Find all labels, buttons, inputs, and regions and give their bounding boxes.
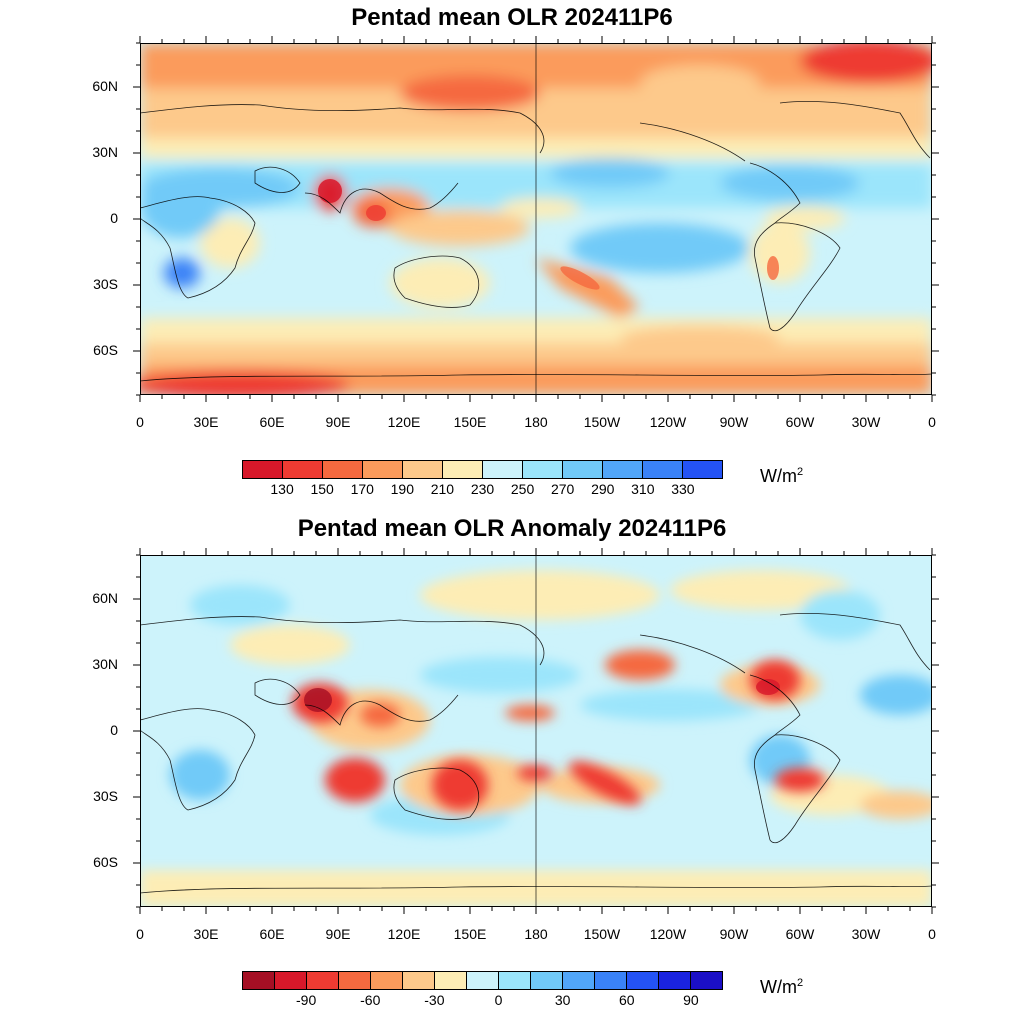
colorbar-tick-label: 230 bbox=[470, 481, 495, 497]
colorbar-tick-label: 30 bbox=[554, 992, 571, 1008]
map1-lon-label: 0 bbox=[136, 414, 144, 430]
colorbar-swatch bbox=[275, 972, 307, 989]
map1-lon-label: 150W bbox=[583, 414, 621, 430]
map2-lon-label: 0 bbox=[136, 926, 144, 942]
map2-lat-label: 30N bbox=[92, 656, 118, 672]
colorbar-swatch bbox=[339, 972, 371, 989]
map1-lon-label: 180 bbox=[524, 414, 548, 430]
map2-lon-label: 150E bbox=[453, 926, 487, 942]
colorbar-swatch bbox=[403, 461, 443, 478]
colorbar-swatch bbox=[323, 461, 363, 478]
colorbar-tick-label: 270 bbox=[550, 481, 575, 497]
map2-lon-label: 30W bbox=[851, 926, 881, 942]
map1-lat-label: 30N bbox=[92, 144, 118, 160]
colorbar-swatch bbox=[531, 972, 563, 989]
colorbar-swatch bbox=[483, 461, 523, 478]
colorbar-tick-label: 90 bbox=[683, 992, 699, 1008]
map2-colorbar bbox=[242, 971, 723, 990]
colorbar-tick-label: 250 bbox=[510, 481, 535, 497]
map1-lat-label: 0 bbox=[110, 210, 118, 226]
colorbar-swatch bbox=[595, 972, 627, 989]
map1-lon-label: 150E bbox=[453, 414, 487, 430]
colorbar-swatch bbox=[691, 972, 722, 989]
map2-lon-label: 90E bbox=[325, 926, 351, 942]
map2-plot-area[interactable] bbox=[140, 555, 932, 907]
colorbar-swatch bbox=[435, 972, 467, 989]
map1-coastlines bbox=[140, 100, 932, 382]
map2-lat-label: 0 bbox=[110, 722, 118, 738]
colorbar-tick-label: 60 bbox=[619, 992, 635, 1008]
colorbar-tick-label: 130 bbox=[270, 481, 294, 497]
colorbar-swatch bbox=[467, 972, 499, 989]
colorbar-swatch bbox=[243, 461, 283, 478]
colorbar-swatch bbox=[499, 972, 531, 989]
colorbar-swatch bbox=[307, 972, 339, 989]
map1-lon-label: 90E bbox=[325, 414, 351, 430]
map1-lon-label: 30W bbox=[851, 414, 881, 430]
colorbar-tick-label: 310 bbox=[631, 481, 655, 497]
map2-lon-label: 180 bbox=[524, 926, 548, 942]
map2-lon-label: 60E bbox=[259, 926, 285, 942]
map2-lon-label: 30E bbox=[193, 926, 219, 942]
colorbar-swatch bbox=[523, 461, 563, 478]
map1-lon-label: 0 bbox=[928, 414, 936, 430]
colorbar-swatch bbox=[283, 461, 323, 478]
map1-lon-label: 90W bbox=[719, 414, 749, 430]
colorbar-swatch bbox=[243, 972, 275, 989]
map1-colorbar bbox=[242, 460, 723, 479]
map2-anomaly-field bbox=[140, 555, 932, 907]
map1-plot-area[interactable] bbox=[140, 43, 932, 395]
map2-colorbar-unit: W/m2 bbox=[760, 977, 804, 997]
map2-lon-label: 60W bbox=[785, 926, 815, 942]
colorbar-swatch bbox=[627, 972, 659, 989]
colorbar-swatch bbox=[443, 461, 483, 478]
colorbar-swatch bbox=[371, 972, 403, 989]
map1-colorbar-unit: W/m2 bbox=[760, 466, 804, 486]
map2-lon-label: 90W bbox=[719, 926, 749, 942]
map2-lon-label: 120E bbox=[387, 926, 421, 942]
map2-lon-label: 150W bbox=[583, 926, 621, 942]
map1-lon-label: 60E bbox=[259, 414, 285, 430]
map2-lat-label: 60N bbox=[92, 590, 118, 606]
map1-lon-label: 120E bbox=[387, 414, 421, 430]
colorbar-tick-label: -60 bbox=[360, 992, 381, 1008]
map1-lon-label: 120W bbox=[649, 414, 687, 430]
colorbar-tick-label: 190 bbox=[390, 481, 414, 497]
map2-lat-label: 30S bbox=[93, 788, 118, 804]
map1-lat-label: 30S bbox=[93, 276, 118, 292]
map1-lon-label: 60W bbox=[785, 414, 815, 430]
colorbar-swatch bbox=[683, 461, 722, 478]
map2-lon-label: 120W bbox=[649, 926, 687, 942]
map2-lat-label: 60S bbox=[93, 854, 118, 870]
colorbar-swatch bbox=[563, 461, 603, 478]
colorbar-tick-label: 290 bbox=[591, 481, 615, 497]
colorbar-tick-label: 170 bbox=[350, 481, 374, 497]
colorbar-swatch bbox=[659, 972, 691, 989]
map2-coastlines bbox=[140, 612, 932, 894]
colorbar-swatch bbox=[643, 461, 683, 478]
map2-title: Pentad mean OLR Anomaly 202411P6 bbox=[297, 515, 727, 542]
colorbar-swatch bbox=[363, 461, 403, 478]
colorbar-tick-label: -90 bbox=[296, 992, 317, 1008]
map1-title: Pentad mean OLR 202411P6 bbox=[351, 4, 673, 31]
map2-lon-label: 0 bbox=[928, 926, 936, 942]
colorbar-swatch bbox=[563, 972, 595, 989]
map1-lat-label: 60N bbox=[92, 78, 118, 94]
colorbar-swatch bbox=[603, 461, 643, 478]
colorbar-tick-label: 150 bbox=[310, 481, 334, 497]
colorbar-tick-label: -30 bbox=[424, 992, 445, 1008]
map1-olr-field bbox=[140, 43, 932, 395]
map1-lat-label: 60S bbox=[93, 342, 118, 358]
colorbar-swatch bbox=[403, 972, 435, 989]
colorbar-tick-label: 330 bbox=[671, 481, 695, 497]
map1-lon-label: 30E bbox=[193, 414, 219, 430]
colorbar-tick-label: 0 bbox=[494, 992, 503, 1008]
colorbar-tick-label: 210 bbox=[430, 481, 455, 497]
